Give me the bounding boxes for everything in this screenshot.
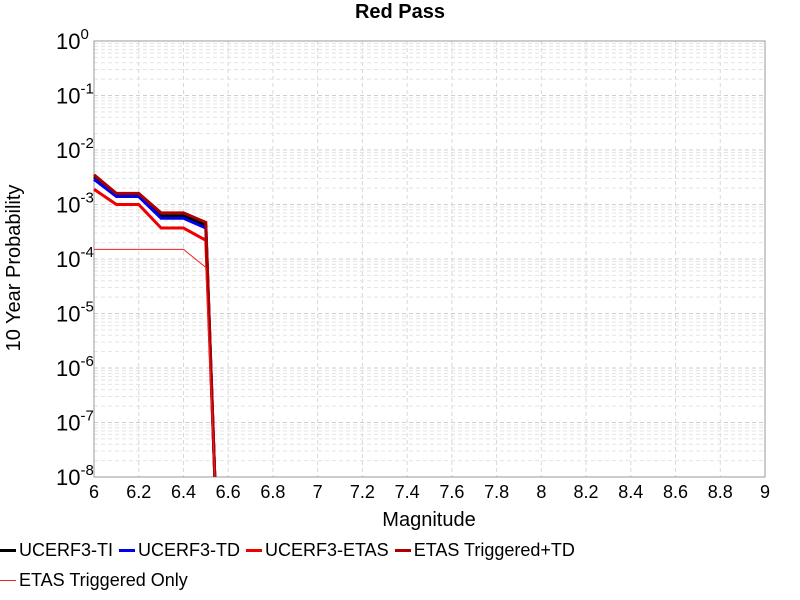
y-tick-label: 10-2	[56, 135, 94, 163]
x-tick-label: 6.6	[216, 482, 241, 502]
x-tick-label: 8.2	[574, 482, 599, 502]
legend-item: UCERF3-TD	[119, 540, 240, 561]
legend-item: UCERF3-TI	[0, 540, 113, 561]
y-tick-base: 10	[56, 302, 80, 327]
x-tick-label: 8.8	[708, 482, 733, 502]
legend-swatch	[0, 549, 16, 552]
x-tick-label: 7.8	[484, 482, 509, 502]
x-tick-label: 7.4	[395, 482, 420, 502]
legend-item: UCERF3-ETAS	[246, 540, 389, 561]
x-tick-label: 8	[536, 482, 546, 502]
legend-row-1: UCERF3-TI UCERF3-TD UCERF3-ETAS ETAS Trigge…	[0, 540, 581, 561]
y-tick-base: 10	[56, 465, 80, 490]
y-tick-label: 10-7	[56, 408, 94, 436]
y-tick-label: 10-3	[56, 190, 94, 218]
x-tick-labels: 6 6.2 6.4 6.6 6.8 7 7.2 7.4 7.6 7.8 8 8.2 8.4 8.6 8.8 9	[89, 482, 770, 502]
y-tick-exponent: -1	[80, 81, 93, 98]
x-tick-label: 6.8	[260, 482, 285, 502]
y-tick-label: 100	[56, 26, 89, 54]
y-tick-exponent: -2	[80, 135, 93, 152]
y-tick-base: 10	[56, 84, 80, 109]
y-tick-exponent: -3	[80, 190, 93, 207]
x-tick-label: 6	[89, 482, 99, 502]
y-tick-base: 10	[56, 193, 80, 218]
legend-swatch	[394, 549, 411, 552]
y-tick-exponent: 0	[80, 26, 88, 43]
y-tick-base: 10	[56, 29, 80, 54]
x-tick-label: 8.4	[618, 482, 643, 502]
y-tick-label: 10-4	[56, 244, 94, 272]
legend-label: UCERF3-TI	[19, 540, 113, 560]
x-tick-label: 6.2	[126, 482, 151, 502]
y-tick-exponent: -6	[80, 353, 93, 370]
y-tick-base: 10	[56, 356, 80, 381]
x-tick-label: 7	[313, 482, 323, 502]
y-tick-exponent: -8	[80, 462, 93, 479]
y-tick-label: 10-8	[56, 462, 94, 490]
legend-label: ETAS Triggered+TD	[413, 540, 575, 560]
legend-label: UCERF3-ETAS	[265, 540, 389, 560]
y-tick-base: 10	[56, 138, 80, 163]
y-tick-exponent: -4	[80, 244, 93, 261]
x-tick-label: 7.6	[439, 482, 464, 502]
series-line-3	[93, 188, 217, 478]
legend-item: ETAS Triggered+TD	[394, 540, 575, 561]
x-axis-label: Magnitude	[382, 509, 475, 531]
series-line-2	[93, 178, 217, 478]
chart-title: Red Pass	[355, 1, 445, 23]
legend-label: UCERF3-TD	[138, 540, 240, 560]
x-tick-label: 8.6	[663, 482, 688, 502]
y-tick-exponent: -5	[80, 299, 93, 316]
y-tick-label: 10-5	[56, 299, 94, 327]
y-tick-base: 10	[56, 247, 80, 272]
y-axis-label: 10 Year Probability	[3, 185, 25, 352]
y-tick-label: 10-1	[56, 81, 94, 109]
legend-label: ETAS Triggered Only	[19, 570, 188, 590]
legend-swatch	[119, 549, 135, 552]
plot-frame	[93, 40, 766, 478]
series-line-4	[93, 173, 217, 478]
legend-item: ETAS Triggered Only	[0, 570, 188, 591]
legend-row-2: ETAS Triggered Only	[0, 570, 194, 591]
y-tick-base: 10	[56, 411, 80, 436]
x-tick-label: 9	[760, 482, 770, 502]
legend-swatch	[246, 549, 262, 552]
y-tick-label: 10-6	[56, 353, 94, 381]
series-group	[93, 173, 217, 478]
x-tick-label: 7.2	[350, 482, 375, 502]
y-tick-exponent: -7	[80, 408, 93, 425]
series-line-5	[94, 248, 216, 478]
x-tick-label: 6.4	[171, 482, 196, 502]
legend-swatch	[0, 580, 16, 581]
